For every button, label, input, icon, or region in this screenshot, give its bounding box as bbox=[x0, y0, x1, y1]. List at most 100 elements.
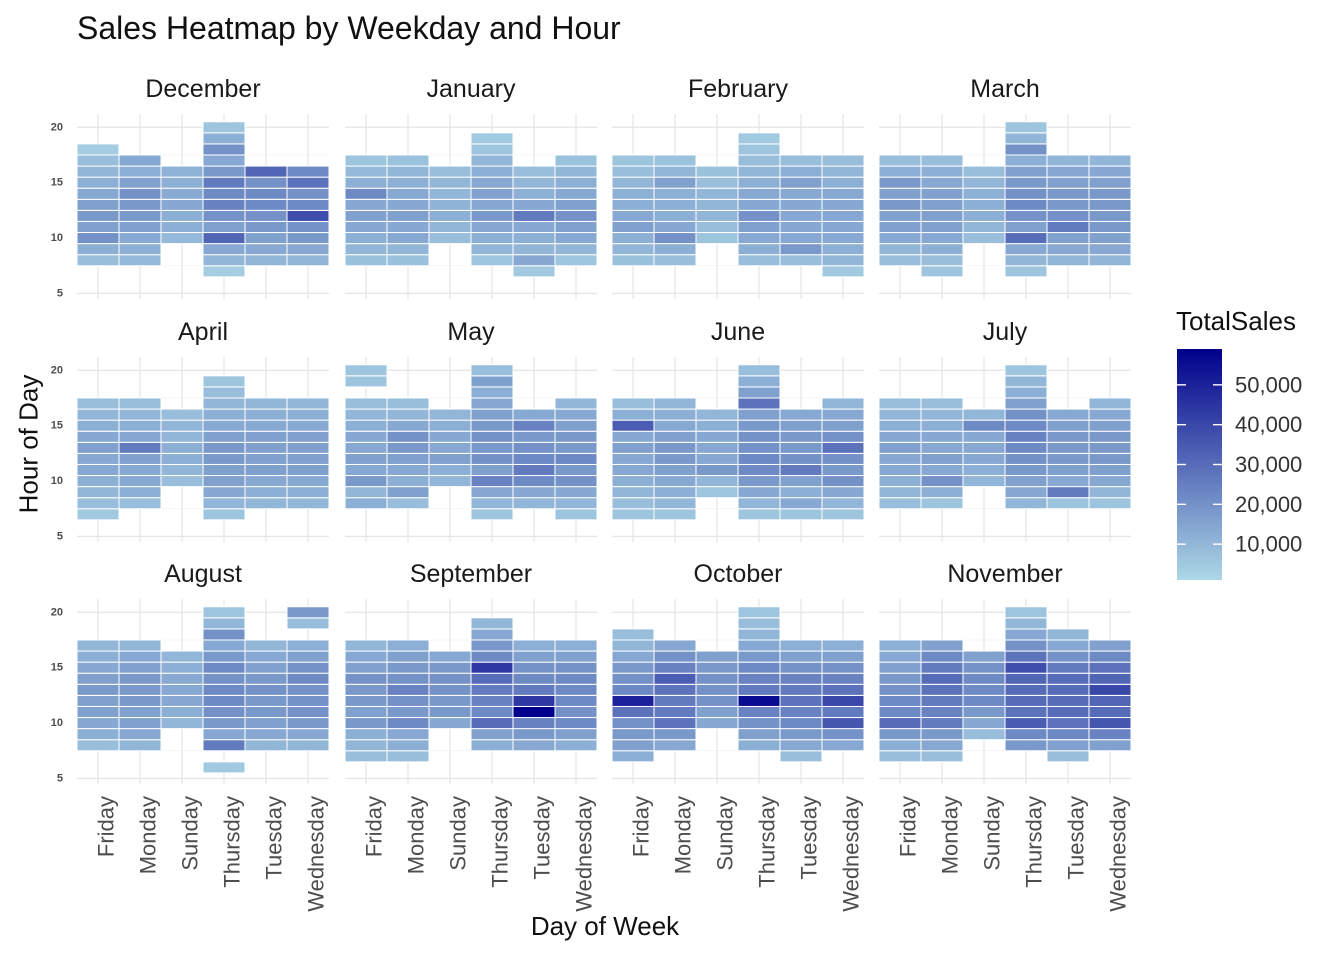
heat-tile bbox=[653, 232, 697, 245]
heat-tile bbox=[554, 497, 598, 510]
heat-tile bbox=[386, 220, 430, 234]
heat-tile bbox=[428, 705, 472, 719]
heat-tile bbox=[470, 209, 514, 222]
heat-tile bbox=[779, 486, 823, 499]
heat-tile bbox=[202, 430, 246, 443]
heat-tile bbox=[160, 705, 204, 719]
heat-tile bbox=[1046, 243, 1090, 256]
heat-tile bbox=[737, 606, 781, 619]
heat-tile bbox=[160, 475, 204, 488]
heat-tile bbox=[653, 683, 697, 696]
heat-tile bbox=[554, 397, 598, 410]
heat-tile bbox=[286, 739, 330, 752]
heat-tile bbox=[286, 232, 330, 245]
heat-tile bbox=[920, 639, 964, 652]
heat-tile bbox=[1088, 717, 1132, 730]
x-tick-label: Tuesday bbox=[530, 796, 555, 880]
heat-tile bbox=[695, 441, 739, 454]
heat-tile bbox=[344, 154, 388, 167]
heat-tile bbox=[779, 165, 823, 178]
heat-tile bbox=[470, 650, 514, 663]
heat-tile bbox=[286, 198, 330, 211]
heat-tile bbox=[653, 220, 697, 234]
heat-tile bbox=[118, 232, 162, 245]
heat-tile bbox=[1004, 243, 1048, 256]
heat-tile bbox=[779, 254, 823, 267]
heat-tile bbox=[1088, 198, 1132, 211]
heat-tile bbox=[1088, 683, 1132, 696]
heat-tile bbox=[512, 232, 556, 245]
heat-tile bbox=[76, 154, 120, 167]
heat-tile bbox=[160, 717, 204, 730]
heat-tile bbox=[1088, 672, 1132, 685]
heat-tile bbox=[962, 198, 1006, 211]
heat-tile bbox=[878, 750, 922, 763]
heat-tile bbox=[386, 209, 430, 222]
heat-tile bbox=[202, 606, 246, 619]
heat-tile bbox=[286, 220, 330, 234]
heat-tile bbox=[76, 441, 120, 454]
heat-tile bbox=[1004, 419, 1048, 432]
heat-tile bbox=[428, 650, 472, 663]
heat-tile bbox=[1088, 694, 1132, 707]
heat-tile bbox=[737, 375, 781, 388]
heat-tile bbox=[428, 408, 472, 421]
heat-tile bbox=[962, 187, 1006, 200]
heat-tile bbox=[1004, 475, 1048, 488]
heat-tile bbox=[344, 441, 388, 454]
heat-tile bbox=[244, 739, 288, 752]
heat-tile bbox=[1088, 419, 1132, 432]
heat-tile bbox=[779, 705, 823, 719]
heat-tile bbox=[1046, 176, 1090, 189]
heat-tile bbox=[470, 143, 514, 156]
heat-tile bbox=[118, 220, 162, 234]
heat-tile bbox=[512, 243, 556, 256]
heat-tile bbox=[470, 220, 514, 234]
heat-tile bbox=[821, 187, 865, 200]
heat-tile bbox=[160, 187, 204, 200]
heat-tile bbox=[512, 452, 556, 465]
heat-tile bbox=[286, 408, 330, 421]
heat-tile bbox=[1088, 254, 1132, 267]
heat-tile bbox=[76, 408, 120, 421]
heat-tile bbox=[344, 243, 388, 256]
heat-tile bbox=[118, 705, 162, 719]
heat-tile bbox=[470, 497, 514, 510]
heat-tile bbox=[76, 198, 120, 211]
heat-tile bbox=[878, 430, 922, 443]
heat-tile bbox=[920, 408, 964, 421]
heat-tile bbox=[386, 419, 430, 432]
heat-tile bbox=[821, 209, 865, 222]
heat-tile bbox=[554, 728, 598, 741]
heat-tile bbox=[920, 672, 964, 685]
heat-tile bbox=[470, 728, 514, 741]
legend-tick-label: 30,000 bbox=[1235, 452, 1302, 477]
heat-tile bbox=[695, 198, 739, 211]
heat-tile bbox=[286, 486, 330, 499]
heat-tile bbox=[611, 187, 655, 200]
heat-tile bbox=[244, 408, 288, 421]
heat-tile bbox=[244, 650, 288, 663]
heat-tile bbox=[1088, 176, 1132, 189]
heat-tile bbox=[286, 672, 330, 685]
y-tick-label: 20 bbox=[51, 364, 63, 376]
heat-tile bbox=[244, 187, 288, 200]
heat-tile bbox=[470, 628, 514, 641]
y-tick-label: 5 bbox=[57, 287, 63, 299]
heat-tile bbox=[920, 452, 964, 465]
heat-tile bbox=[611, 154, 655, 167]
heat-tile bbox=[470, 419, 514, 432]
facet-label: November bbox=[947, 560, 1062, 588]
heat-tile bbox=[512, 728, 556, 741]
heat-tile bbox=[202, 617, 246, 630]
heat-tile bbox=[160, 452, 204, 465]
heat-tile bbox=[737, 254, 781, 267]
facet-label: December bbox=[145, 75, 260, 103]
heat-tile bbox=[779, 683, 823, 696]
heat-tile bbox=[512, 661, 556, 674]
heat-tile bbox=[737, 132, 781, 145]
y-tick-label: 10 bbox=[51, 717, 63, 729]
heat-tile bbox=[779, 232, 823, 245]
heat-tile bbox=[512, 672, 556, 685]
heat-tile bbox=[202, 143, 246, 156]
